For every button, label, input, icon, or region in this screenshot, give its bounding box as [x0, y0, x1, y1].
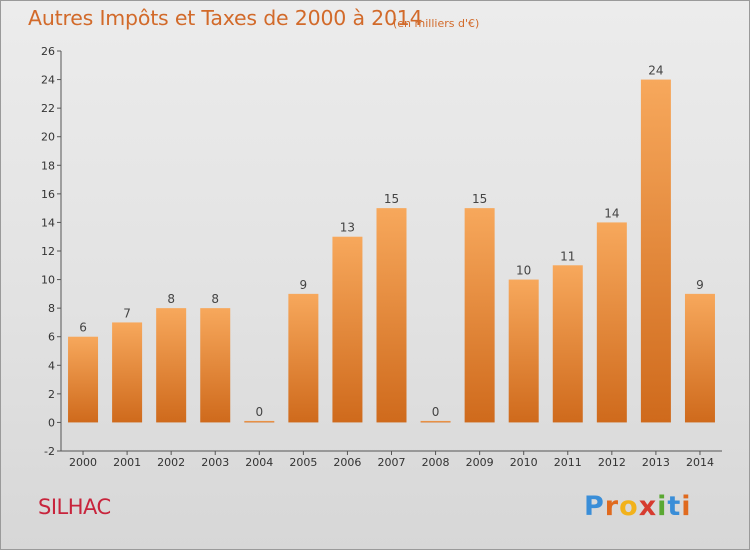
bar [508, 279, 539, 423]
data-label: 11 [560, 249, 575, 263]
x-tick-label: 2012 [598, 456, 626, 469]
x-tick-label: 2004 [245, 456, 273, 469]
bar [640, 79, 671, 423]
bar [200, 308, 231, 423]
data-label: 7 [123, 306, 131, 320]
y-tick-label: 2 [48, 388, 55, 401]
x-tick-label: 2008 [422, 456, 450, 469]
y-tick-label: 8 [48, 302, 55, 315]
x-tick-label: 2000 [69, 456, 97, 469]
data-label: 13 [340, 221, 355, 235]
data-label: 0 [432, 405, 440, 419]
y-tick-label: 6 [48, 331, 55, 344]
bar [684, 293, 715, 423]
logo-letter: i [657, 491, 668, 522]
bar [552, 265, 583, 423]
data-label: 14 [604, 206, 619, 220]
data-label: 15 [384, 192, 399, 206]
data-label: 8 [167, 292, 175, 306]
x-tick-label: 2002 [157, 456, 185, 469]
logo-letter: i [681, 491, 692, 522]
proxiti-logo: Proxiti [584, 491, 692, 522]
bar [464, 208, 495, 423]
y-tick-label: 24 [41, 74, 55, 87]
x-tick-label: 2001 [113, 456, 141, 469]
y-tick-label: -2 [44, 445, 55, 458]
data-label: 9 [696, 278, 704, 292]
data-label: 0 [255, 405, 263, 419]
y-tick-label: 18 [41, 159, 55, 172]
bar [376, 208, 407, 423]
bar [596, 222, 627, 423]
x-tick-label: 2003 [201, 456, 229, 469]
data-label: 6 [79, 321, 87, 335]
bar [112, 322, 143, 423]
x-tick-label: 2010 [510, 456, 538, 469]
bar [288, 293, 319, 423]
y-tick-label: 20 [41, 131, 55, 144]
y-tick-label: 26 [41, 45, 55, 58]
x-tick-label: 2013 [642, 456, 670, 469]
x-tick-label: 2007 [378, 456, 406, 469]
x-tick-label: 2011 [554, 456, 582, 469]
y-tick-label: 12 [41, 245, 55, 258]
y-tick-label: 4 [48, 359, 55, 372]
y-tick-label: 14 [41, 216, 55, 229]
data-label: 24 [648, 64, 663, 78]
x-tick-label: 2006 [333, 456, 361, 469]
chart-unit: (en milliers d'€) [393, 17, 480, 30]
logo-letter: t [667, 491, 682, 522]
x-tick-label: 2005 [289, 456, 317, 469]
data-label: 10 [516, 264, 531, 278]
data-label: 8 [211, 292, 219, 306]
y-tick-label: 0 [48, 416, 55, 429]
bar [332, 236, 363, 423]
y-tick-label: 10 [41, 274, 55, 287]
data-label: 9 [300, 278, 308, 292]
bar [68, 336, 99, 423]
y-tick-label: 16 [41, 188, 55, 201]
bar [156, 308, 187, 423]
x-tick-label: 2009 [466, 456, 494, 469]
logo-letter: o [619, 491, 639, 522]
x-tick-label: 2014 [686, 456, 714, 469]
logo-letter: r [604, 491, 620, 522]
commune-name: SILHAC [38, 495, 111, 519]
y-tick-label: 22 [41, 102, 55, 115]
data-label: 15 [472, 192, 487, 206]
logo-letter: P [584, 491, 605, 522]
bar [244, 420, 275, 423]
bar [420, 420, 451, 423]
chart-title: Autres Impôts et Taxes de 2000 à 2014 [28, 6, 423, 30]
logo-letter: x [638, 491, 658, 522]
